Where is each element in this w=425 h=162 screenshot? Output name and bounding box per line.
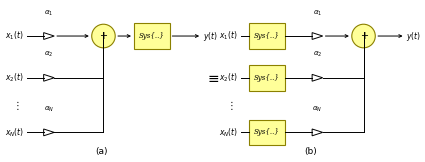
Text: Sys{..}: Sys{..} — [254, 128, 280, 136]
Bar — [134, 23, 170, 49]
Text: $\equiv$: $\equiv$ — [205, 71, 220, 85]
Text: $x_1(t)$: $x_1(t)$ — [5, 30, 23, 42]
Polygon shape — [312, 129, 323, 136]
Text: $y(t)$: $y(t)$ — [406, 29, 421, 43]
Polygon shape — [44, 33, 54, 39]
Text: $x_N(t)$: $x_N(t)$ — [219, 126, 238, 139]
Text: $\alpha_N$: $\alpha_N$ — [44, 105, 54, 114]
Text: $x_N(t)$: $x_N(t)$ — [5, 126, 24, 139]
Text: $\vdots$: $\vdots$ — [12, 99, 19, 112]
Ellipse shape — [352, 24, 375, 48]
Text: $\alpha_N$: $\alpha_N$ — [312, 105, 323, 114]
Text: Sys{..}: Sys{..} — [139, 32, 164, 40]
Polygon shape — [312, 74, 323, 81]
Polygon shape — [312, 33, 323, 39]
Text: $x_1(t)$: $x_1(t)$ — [219, 30, 238, 42]
Bar — [249, 65, 285, 91]
Bar — [249, 120, 285, 145]
Text: Sys{..}: Sys{..} — [254, 32, 280, 40]
Text: $\alpha_1$: $\alpha_1$ — [313, 8, 322, 17]
Text: Sys{..}: Sys{..} — [254, 74, 280, 82]
Polygon shape — [44, 129, 54, 136]
Polygon shape — [44, 74, 54, 81]
Text: (a): (a) — [95, 147, 108, 156]
Ellipse shape — [92, 24, 115, 48]
Text: $x_2(t)$: $x_2(t)$ — [219, 72, 238, 84]
Text: $y(t)$: $y(t)$ — [203, 29, 218, 43]
Text: $\alpha_2$: $\alpha_2$ — [44, 50, 54, 59]
Text: +: + — [360, 31, 368, 41]
Text: (b): (b) — [305, 147, 317, 156]
Text: $x_2(t)$: $x_2(t)$ — [5, 72, 23, 84]
Text: +: + — [99, 31, 108, 41]
Text: $\alpha_2$: $\alpha_2$ — [313, 50, 322, 59]
Text: $\vdots$: $\vdots$ — [226, 99, 233, 112]
Bar — [249, 23, 285, 49]
Text: $\alpha_1$: $\alpha_1$ — [44, 8, 54, 17]
